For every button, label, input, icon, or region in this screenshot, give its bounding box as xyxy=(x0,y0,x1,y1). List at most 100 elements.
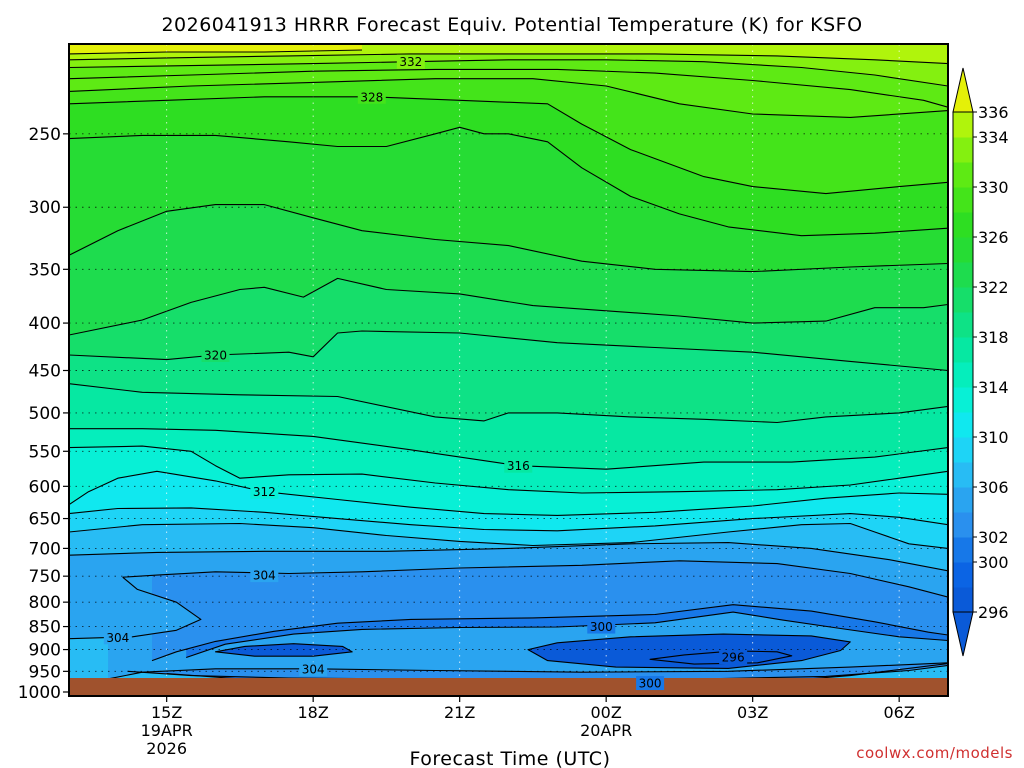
isopleth-label-300: 300 xyxy=(587,619,616,634)
colorbar-segment xyxy=(953,537,973,563)
y-tick-label: 900 xyxy=(29,641,61,661)
y-tick-label: 300 xyxy=(29,198,61,218)
y-tick-label: 950 xyxy=(29,662,61,682)
colorbar-label: 326 xyxy=(978,228,1009,247)
x-tick-label: 21Z xyxy=(444,703,475,722)
isopleth-label-316: 316 xyxy=(504,458,533,473)
isopleth-334 xyxy=(69,53,948,65)
isopleth-330 xyxy=(69,78,948,118)
credit-text: coolwx.com/models xyxy=(856,744,1013,762)
isopleth-label-text: 316 xyxy=(507,459,530,473)
isopleth-label-text: 304 xyxy=(106,631,129,645)
isopleth-302 xyxy=(151,604,948,662)
isopleth-label-304: 304 xyxy=(250,568,279,583)
isopleth-322 xyxy=(69,277,948,336)
y-tick-label: 750 xyxy=(29,567,61,587)
colorbar-segment xyxy=(953,387,973,413)
ground-surface xyxy=(69,678,948,696)
x-tick-year: 2026 xyxy=(146,739,187,758)
y-tick-label: 850 xyxy=(29,618,61,638)
colorbar-segment xyxy=(953,462,973,488)
colorbar-segment xyxy=(953,112,973,138)
isopleth-label-328: 328 xyxy=(357,89,386,104)
colorbar-label: 306 xyxy=(978,478,1009,497)
isopleth-332 xyxy=(69,59,948,87)
y-tick-label: 450 xyxy=(29,361,61,381)
colorbar: 296 300 302 306 310 314 318 322 326 330 334 336 xyxy=(952,67,1009,657)
isopleth-labels: 296 300 300 304 304 304 312 316 320 328 332 xyxy=(103,54,748,691)
x-tick-label: 00Z xyxy=(591,703,622,722)
colorbar-label: 296 xyxy=(978,603,1009,622)
colorbar-label: 310 xyxy=(978,428,1009,447)
colorbar-frame xyxy=(952,111,974,613)
y-tick-label: 1000 xyxy=(18,683,61,703)
isopleth-298 xyxy=(214,643,353,657)
isopleth-label-text: 304 xyxy=(302,663,325,677)
colorbar-segment xyxy=(953,237,973,263)
isopleth-312 xyxy=(69,470,948,516)
x-axis-label: Forecast Time (UTC) xyxy=(410,748,611,768)
isopleth-324 xyxy=(69,204,948,273)
x-tick-label: 18Z xyxy=(298,703,329,722)
isopleth-302 xyxy=(127,664,948,678)
y-tick-label: 650 xyxy=(29,510,61,530)
isopleth-label-332: 332 xyxy=(396,54,425,69)
x-tick-label: 06Z xyxy=(884,703,915,722)
y-tick-label: 550 xyxy=(29,442,61,462)
colorbar-label: 336 xyxy=(978,103,1009,122)
colorbar-label: 318 xyxy=(978,328,1009,347)
isopleth-336 xyxy=(69,49,363,55)
isopleth-304 xyxy=(109,662,948,678)
y-tick-label: 700 xyxy=(29,539,61,559)
colorbar-label: 330 xyxy=(978,178,1009,197)
isopleth-label-text: 304 xyxy=(253,569,276,583)
colorbar-label: 314 xyxy=(978,378,1009,397)
colorbar-label: 300 xyxy=(978,553,1009,572)
isopleth-328 xyxy=(69,96,948,195)
isopleth-314 xyxy=(69,445,948,494)
x-tick-date: 20APR xyxy=(580,721,632,740)
colorbar-segment xyxy=(953,337,973,363)
colorbar-segment xyxy=(953,162,973,188)
colorbar-segment xyxy=(953,212,973,238)
y-tick-label: 350 xyxy=(29,260,61,280)
colorbar-segment xyxy=(953,562,973,588)
isopleth-label-text: 312 xyxy=(253,485,276,499)
y-tick-label: 600 xyxy=(29,477,61,497)
y-tick-label: 250 xyxy=(29,125,61,145)
colorbar-label: 302 xyxy=(978,528,1009,547)
colorbar-top-arrow xyxy=(952,67,974,113)
plot-area: 296 300 300 304 304 304 312 316 320 328 332 xyxy=(68,43,949,697)
isopleth-label-320: 320 xyxy=(201,347,230,362)
isopleth-326 xyxy=(69,126,948,237)
isopleth-330 xyxy=(69,68,948,108)
colorbar-segment xyxy=(953,137,973,163)
colorbar-bottom-arrow xyxy=(952,611,974,657)
colorbar-segment xyxy=(953,362,973,388)
isopleth-label-text: 300 xyxy=(590,620,613,634)
isopleth-label-300: 300 xyxy=(636,676,665,691)
color-fill-bands xyxy=(69,44,948,678)
isopleth-label-296: 296 xyxy=(719,650,748,665)
colorbar-segment xyxy=(953,287,973,313)
isopleth-label-304: 304 xyxy=(103,630,132,645)
colorbar-label: 322 xyxy=(978,278,1009,297)
y-tick-label: 800 xyxy=(29,593,61,613)
x-tick-label: 15Z xyxy=(151,703,182,722)
colorbar-segment xyxy=(953,487,973,513)
colorbar-segment xyxy=(953,312,973,338)
colorbar-segment xyxy=(953,437,973,463)
isopleth-308 xyxy=(69,522,948,549)
colorbar-label: 334 xyxy=(978,128,1009,147)
x-tick-label: 03Z xyxy=(737,703,768,722)
isopleth-label-304: 304 xyxy=(299,662,328,677)
colorbar-segment xyxy=(953,187,973,213)
colorbar-segment xyxy=(953,262,973,288)
isopleth-label-text: 332 xyxy=(399,55,422,69)
isopleth-label-text: 300 xyxy=(639,677,662,691)
isopleth-label-312: 312 xyxy=(250,484,279,499)
isopleth-296 xyxy=(649,650,793,665)
isopleth-304 xyxy=(122,560,948,598)
